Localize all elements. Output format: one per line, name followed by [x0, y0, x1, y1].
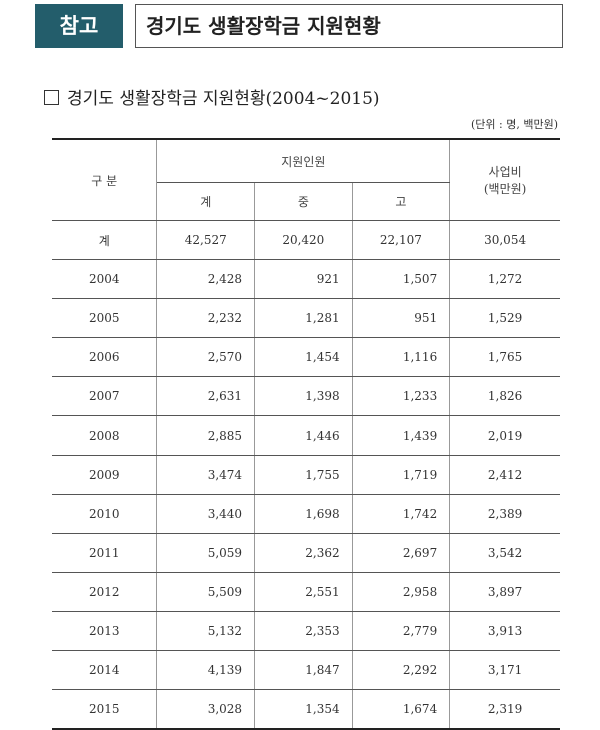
row-label: 2015 — [52, 689, 158, 730]
table-row: 2007 2,631 1,398 1,233 1,826 — [52, 376, 560, 417]
cell-cost: 2,019 — [449, 415, 560, 456]
cell-high: 2,292 — [351, 650, 451, 691]
cell-high: 2,779 — [351, 611, 451, 652]
header-cost-line1: 사업비 — [488, 165, 522, 179]
row-label: 2014 — [52, 650, 158, 691]
table-row: 2010 3,440 1,698 1,742 2,389 — [52, 494, 560, 534]
cell-middle: 2,353 — [254, 611, 353, 652]
table-row: 2006 2,570 1,454 1,116 1,765 — [52, 337, 560, 378]
cell-high: 1,742 — [351, 494, 451, 534]
header-support-count: 지원인원 — [156, 138, 451, 183]
table-row: 2012 5,509 2,551 2,958 3,897 — [52, 572, 560, 612]
cell-cost: 3,897 — [449, 572, 560, 612]
table-row: 2011 5,059 2,362 2,697 3,542 — [52, 533, 560, 573]
cell-middle: 2,362 — [254, 533, 353, 573]
table-row: 계 42,527 20,420 22,107 30,054 — [52, 220, 560, 261]
cell-middle: 2,551 — [254, 572, 353, 612]
cell-high: 2,697 — [351, 533, 451, 573]
header-row-top: 구 분 지원인원 사업비 (백만원) — [52, 138, 560, 221]
cell-cost: 30,054 — [449, 220, 560, 261]
row-label: 2009 — [52, 455, 158, 495]
cell-middle: 1,698 — [254, 494, 353, 534]
unit-note: (단위 : 명, 백만원) — [471, 118, 558, 131]
cell-cost: 3,171 — [449, 650, 560, 691]
cell-total: 2,885 — [156, 415, 256, 456]
table-row: 2013 5,132 2,353 2,779 3,913 — [52, 611, 560, 652]
cell-high: 1,116 — [351, 337, 451, 378]
cell-cost: 2,389 — [449, 494, 560, 534]
cell-high: 1,233 — [351, 376, 451, 417]
cell-total: 3,474 — [156, 455, 256, 495]
row-label: 2005 — [52, 298, 158, 339]
cell-total: 42,527 — [156, 220, 256, 261]
cell-total: 3,028 — [156, 689, 256, 730]
cell-high: 951 — [351, 298, 451, 339]
cell-high: 1,719 — [351, 455, 451, 495]
cell-total: 5,132 — [156, 611, 256, 652]
table-row: 2004 2,428 921 1,507 1,272 — [52, 259, 560, 300]
checkbox-square-icon — [44, 90, 59, 105]
cell-total: 2,631 — [156, 376, 256, 417]
header-cost-line2: (백만원) — [483, 182, 527, 196]
subheader-high: 고 — [351, 182, 450, 221]
row-label: 2008 — [52, 415, 158, 456]
cell-middle: 1,281 — [254, 298, 353, 339]
row-label: 계 — [52, 220, 158, 261]
cell-middle: 20,420 — [254, 220, 353, 261]
cell-high: 1,507 — [351, 259, 451, 300]
cell-cost: 1,272 — [449, 259, 560, 300]
cell-high: 1,674 — [351, 689, 451, 730]
cell-high: 1,439 — [351, 415, 451, 456]
header-category: 구 분 — [52, 138, 158, 221]
cell-total: 5,509 — [156, 572, 256, 612]
table-row: 2014 4,139 1,847 2,292 3,171 — [52, 650, 560, 691]
cell-total: 2,570 — [156, 337, 256, 378]
row-label: 2011 — [52, 533, 158, 573]
cell-cost: 3,913 — [449, 611, 560, 652]
cell-total: 3,440 — [156, 494, 256, 534]
table-row: 2005 2,232 1,281 951 1,529 — [52, 298, 560, 339]
row-label: 2006 — [52, 337, 158, 378]
table-row: 2009 3,474 1,755 1,719 2,412 — [52, 455, 560, 495]
cell-middle: 1,454 — [254, 337, 353, 378]
cell-total: 2,428 — [156, 259, 256, 300]
cell-cost: 1,529 — [449, 298, 560, 339]
cell-cost: 2,412 — [449, 455, 560, 495]
cell-middle: 1,446 — [254, 415, 353, 456]
cell-cost: 2,319 — [449, 689, 560, 730]
cell-high: 22,107 — [351, 220, 451, 261]
header-title: 경기도 생활장학금 지원현황 — [135, 4, 563, 48]
cell-high: 2,958 — [351, 572, 451, 612]
support-status-table: 구 분 지원인원 사업비 (백만원) 계 중 고 계 42,527 20,420 22… — [52, 138, 560, 730]
table-row: 2008 2,885 1,446 1,439 2,019 — [52, 415, 560, 456]
section-header: 참고 경기도 생활장학금 지원현황 — [35, 4, 563, 48]
header-cost: 사업비 (백만원) — [449, 138, 560, 221]
cell-cost: 1,826 — [449, 376, 560, 417]
row-label: 2007 — [52, 376, 158, 417]
row-label: 2012 — [52, 572, 158, 612]
reference-badge: 참고 — [35, 4, 123, 48]
cell-middle: 921 — [254, 259, 353, 300]
subtitle-text: 경기도 생활장학금 지원현황(2004~2015) — [67, 89, 380, 109]
cell-total: 2,232 — [156, 298, 256, 339]
cell-cost: 3,542 — [449, 533, 560, 573]
cell-total: 4,139 — [156, 650, 256, 691]
header-row-sub: 계 중 고 — [52, 182, 560, 221]
cell-middle: 1,847 — [254, 650, 353, 691]
subheader-total: 계 — [156, 182, 256, 221]
subheader-middle: 중 — [254, 182, 353, 221]
cell-cost: 1,765 — [449, 337, 560, 378]
cell-middle: 1,755 — [254, 455, 353, 495]
cell-middle: 1,354 — [254, 689, 353, 730]
cell-middle: 1,398 — [254, 376, 353, 417]
table-subtitle: 경기도 생활장학금 지원현황(2004~2015) — [44, 84, 380, 109]
row-label: 2010 — [52, 494, 158, 534]
cell-total: 5,059 — [156, 533, 256, 573]
table-row: 2015 3,028 1,354 1,674 2,319 — [52, 689, 560, 730]
row-label: 2004 — [52, 259, 158, 300]
row-label: 2013 — [52, 611, 158, 652]
